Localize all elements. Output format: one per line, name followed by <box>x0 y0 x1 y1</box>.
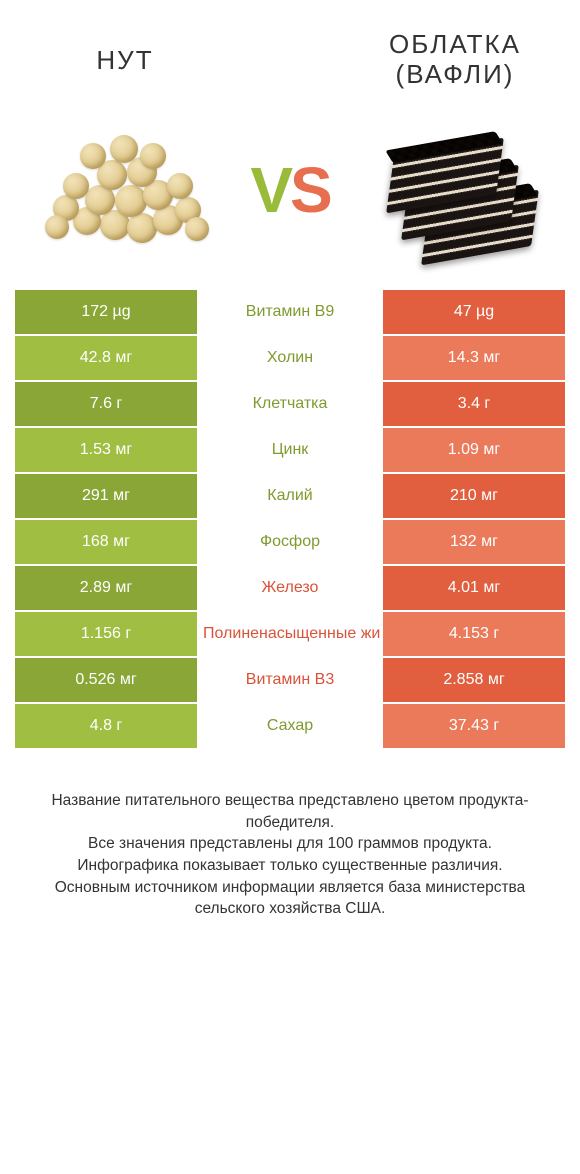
wafer-image <box>370 120 550 260</box>
nutrient-name: Витамин B3 <box>199 658 381 704</box>
vs-v: V <box>250 154 290 226</box>
value-right: 37.43 г <box>381 704 565 750</box>
footer-line2: Все значения представлены для 100 граммо… <box>23 833 557 855</box>
nutrient-name: Цинк <box>199 428 381 474</box>
nutrient-name: Калий <box>199 474 381 520</box>
title-right: ОБЛАТКА (ВАФЛИ) <box>355 30 555 90</box>
table-row: 291 мгКалий210 мг <box>15 474 565 520</box>
value-left: 42.8 мг <box>15 336 199 382</box>
nutrient-name: Сахар <box>199 704 381 750</box>
value-left: 2.89 мг <box>15 566 199 612</box>
table-row: 172 µgВитамин B947 µg <box>15 290 565 336</box>
value-left: 1.53 мг <box>15 428 199 474</box>
value-right: 210 мг <box>381 474 565 520</box>
footer-notes: Название питательного вещества представл… <box>15 750 565 920</box>
value-left: 168 мг <box>15 520 199 566</box>
value-left: 291 мг <box>15 474 199 520</box>
comparison-table: 172 µgВитамин B947 µg42.8 мгХолин14.3 мг… <box>15 290 565 750</box>
vs-label: VS <box>250 153 329 227</box>
value-right: 4.153 г <box>381 612 565 658</box>
value-left: 1.156 г <box>15 612 199 658</box>
value-right: 1.09 мг <box>381 428 565 474</box>
value-left: 4.8 г <box>15 704 199 750</box>
table-row: 1.53 мгЦинк1.09 мг <box>15 428 565 474</box>
header: НУТ ОБЛАТКА (ВАФЛИ) <box>15 20 565 110</box>
footer-line3: Инфографика показывает только существенн… <box>23 855 557 877</box>
table-row: 2.89 мгЖелезо4.01 мг <box>15 566 565 612</box>
value-left: 7.6 г <box>15 382 199 428</box>
infographic-container: НУТ ОБЛАТКА (ВАФЛИ) VS 172 µgВитамин B94… <box>0 0 580 1174</box>
value-right: 132 мг <box>381 520 565 566</box>
nutrient-name: Клетчатка <box>199 382 381 428</box>
hero-row: VS <box>15 110 565 290</box>
value-right: 47 µg <box>381 290 565 336</box>
table-row: 4.8 гСахар37.43 г <box>15 704 565 750</box>
table-row: 42.8 мгХолин14.3 мг <box>15 336 565 382</box>
value-right: 2.858 мг <box>381 658 565 704</box>
nutrient-name: Фосфор <box>199 520 381 566</box>
vs-s: S <box>290 154 330 226</box>
table-row: 0.526 мгВитамин B32.858 мг <box>15 658 565 704</box>
title-left: НУТ <box>25 45 225 76</box>
nutrient-name: Витамин B9 <box>199 290 381 336</box>
table-row: 1.156 гПолиненасыщенные жиры4.153 г <box>15 612 565 658</box>
nutrient-name: Полиненасыщенные жиры <box>199 612 381 658</box>
nutrient-name: Железо <box>199 566 381 612</box>
footer-line4: Основным источником информации является … <box>23 877 557 920</box>
nutrient-name: Холин <box>199 336 381 382</box>
value-right: 4.01 мг <box>381 566 565 612</box>
chickpea-image <box>30 120 210 260</box>
value-left: 0.526 мг <box>15 658 199 704</box>
footer-line1: Название питательного вещества представл… <box>23 790 557 833</box>
table-row: 7.6 гКлетчатка3.4 г <box>15 382 565 428</box>
value-right: 3.4 г <box>381 382 565 428</box>
value-right: 14.3 мг <box>381 336 565 382</box>
table-row: 168 мгФосфор132 мг <box>15 520 565 566</box>
value-left: 172 µg <box>15 290 199 336</box>
title-right-line1: ОБЛАТКА <box>355 30 555 60</box>
title-right-line2: (ВАФЛИ) <box>355 60 555 90</box>
